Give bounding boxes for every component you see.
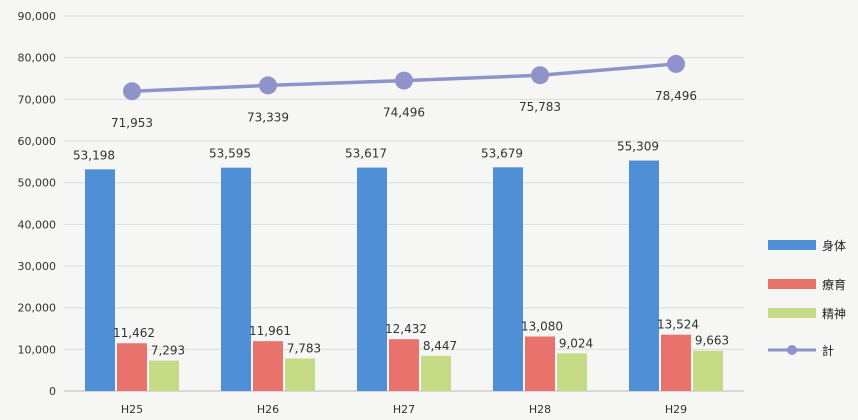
legend-swatch-精神 xyxy=(768,308,816,318)
data-label-身体-H25: 53,198 xyxy=(73,148,115,162)
legend-label-療育: 療育 xyxy=(822,277,846,292)
legend-label-精神: 精神 xyxy=(822,307,846,321)
data-label-身体-H29: 55,309 xyxy=(617,140,659,154)
data-label-計-H29: 78,496 xyxy=(655,89,697,103)
bar-療育-H26 xyxy=(253,341,283,391)
data-label-身体-H26: 53,595 xyxy=(209,147,251,161)
data-label-療育-H26: 11,961 xyxy=(249,324,291,338)
point-計-H29 xyxy=(667,54,685,73)
y-tick-label: 30,000 xyxy=(18,260,57,273)
data-label-身体-H28: 53,679 xyxy=(481,146,523,160)
legend-marker-計 xyxy=(787,345,797,355)
y-tick-label: 80,000 xyxy=(18,52,57,65)
y-tick-label: 40,000 xyxy=(18,218,57,231)
y-tick-label: 20,000 xyxy=(18,302,57,315)
legend-label-身体: 身体 xyxy=(822,238,846,253)
x-tick-label: H29 xyxy=(665,403,687,416)
data-label-精神-H26: 7,783 xyxy=(287,342,321,356)
bar-精神-H27 xyxy=(421,355,451,391)
bar-精神-H29 xyxy=(693,350,723,391)
bar-療育-H27 xyxy=(389,339,419,391)
point-計-H26 xyxy=(259,76,277,95)
x-tick-label: H26 xyxy=(257,403,279,416)
point-計-H27 xyxy=(395,71,413,90)
y-tick-label: 50,000 xyxy=(18,177,57,190)
point-計-H25 xyxy=(123,82,141,101)
data-label-計-H25: 71,953 xyxy=(111,116,153,130)
data-label-療育-H27: 12,432 xyxy=(385,322,427,336)
x-tick-label: H28 xyxy=(529,403,551,416)
bar-身体-H25 xyxy=(85,169,115,391)
bar-身体-H28 xyxy=(493,167,523,391)
y-tick-label: 60,000 xyxy=(18,135,57,148)
data-label-精神-H25: 7,293 xyxy=(151,344,185,358)
data-label-計-H26: 73,339 xyxy=(247,110,289,124)
data-label-精神-H29: 9,663 xyxy=(695,334,729,348)
y-tick-label: 90,000 xyxy=(18,10,57,23)
bar-療育-H28 xyxy=(525,336,555,391)
bar-精神-H28 xyxy=(557,353,587,391)
bar-身体-H29 xyxy=(629,160,659,391)
point-計-H28 xyxy=(531,66,549,85)
data-label-療育-H25: 11,462 xyxy=(113,326,155,340)
bar-療育-H25 xyxy=(117,343,147,391)
bar-精神-H25 xyxy=(149,360,179,391)
legend-swatch-身体 xyxy=(768,240,816,250)
data-label-療育-H28: 13,080 xyxy=(521,320,563,334)
bar-療育-H29 xyxy=(661,334,691,391)
bar-精神-H26 xyxy=(285,358,315,391)
x-tick-label: H25 xyxy=(121,403,143,416)
data-label-計-H28: 75,783 xyxy=(519,100,561,114)
data-label-療育-H29: 13,524 xyxy=(657,318,699,332)
bar-身体-H27 xyxy=(357,167,387,391)
bar-身体-H26 xyxy=(221,167,251,391)
legend-label-計: 計 xyxy=(822,343,834,358)
data-label-精神-H28: 9,024 xyxy=(559,336,593,350)
x-tick-label: H27 xyxy=(393,403,415,416)
data-label-身体-H27: 53,617 xyxy=(345,147,387,161)
y-tick-label: 70,000 xyxy=(18,93,57,106)
legend-swatch-療育 xyxy=(768,279,816,289)
data-label-精神-H27: 8,447 xyxy=(423,339,457,353)
y-tick-label: 0 xyxy=(49,385,56,398)
y-tick-label: 10,000 xyxy=(18,343,57,356)
data-label-計-H27: 74,496 xyxy=(383,106,425,120)
